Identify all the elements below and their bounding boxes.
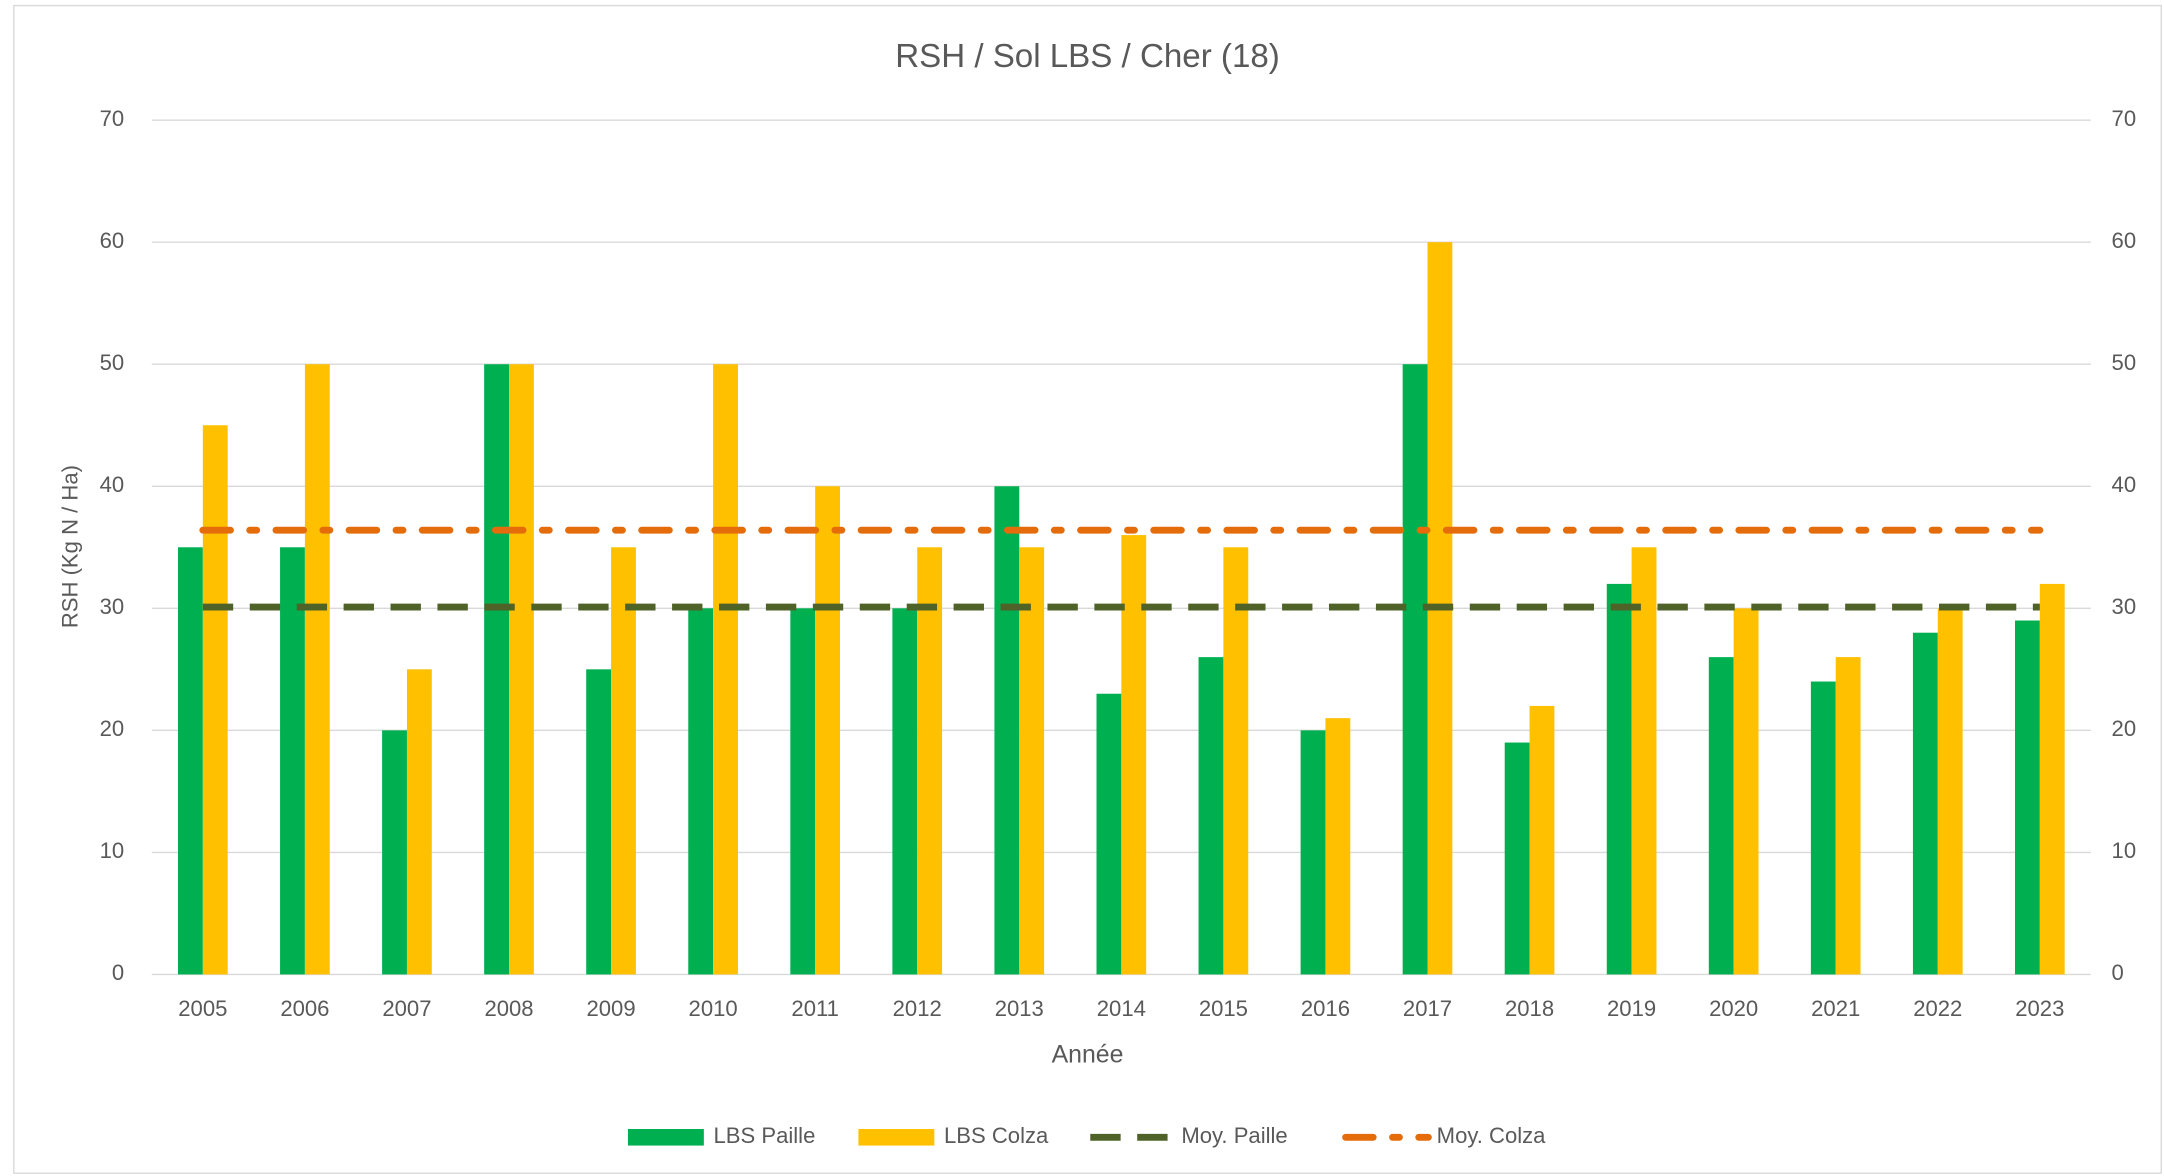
y2-tick-label: 20	[2112, 716, 2137, 741]
bar	[994, 486, 1020, 975]
x-tick-label: 2005	[178, 996, 227, 1021]
x-axis-label: Année	[1052, 1041, 1124, 1068]
bar	[202, 425, 228, 975]
x-tick-label: 2010	[689, 996, 738, 1021]
bar	[611, 547, 636, 975]
bar	[1733, 608, 1759, 975]
y-tick-label: 50	[100, 350, 125, 375]
x-tick-label: 2012	[893, 996, 942, 1021]
bar	[1631, 547, 1657, 975]
bar	[509, 364, 534, 975]
bar	[280, 547, 305, 975]
bar	[382, 730, 407, 975]
x-tick-label: 2013	[995, 996, 1044, 1021]
x-tick-label: 2006	[280, 996, 329, 1021]
bar	[484, 364, 510, 975]
y2-tick-label: 40	[2112, 472, 2137, 497]
y2-tick-label: 70	[2112, 106, 2137, 131]
y2-tick-label: 60	[2112, 228, 2137, 253]
x-tick-label: 2008	[484, 996, 533, 1021]
bar	[1198, 657, 1224, 975]
x-tick-label: 2022	[1913, 996, 1962, 1021]
legend-swatch	[627, 1129, 704, 1146]
x-tick-label: 2014	[1097, 996, 1146, 1021]
bar	[713, 364, 738, 975]
y-tick-label: 10	[100, 838, 125, 863]
bar	[1810, 681, 1836, 975]
bar	[1504, 742, 1530, 975]
bar	[2014, 620, 2040, 975]
bar	[1019, 547, 1045, 975]
x-tick-label: 2009	[586, 996, 635, 1021]
bar	[177, 547, 203, 975]
bar	[892, 608, 918, 975]
y-tick-label: 60	[100, 228, 125, 253]
chart-title: RSH / Sol LBS / Cher (18)	[895, 38, 1280, 75]
bar	[2039, 583, 2065, 975]
y2-tick-label: 0	[2112, 960, 2124, 985]
legend-label: Moy. Paille	[1181, 1123, 1287, 1148]
x-tick-label: 2021	[1811, 996, 1860, 1021]
y-tick-label: 0	[112, 960, 124, 985]
y-tick-label: 70	[100, 106, 125, 131]
bar	[1325, 718, 1351, 975]
bar	[1835, 657, 1861, 975]
legend-swatch	[858, 1129, 935, 1146]
y-tick-label: 30	[100, 594, 125, 619]
y2-tick-label: 10	[2112, 838, 2137, 863]
chart-frame	[13, 4, 2162, 1174]
bar	[1121, 535, 1147, 975]
bar	[1912, 632, 1938, 975]
bar	[790, 608, 816, 975]
legend-label: LBS Paille	[714, 1123, 816, 1148]
x-tick-label: 2007	[382, 996, 431, 1021]
bar	[406, 669, 432, 975]
bar	[304, 364, 330, 975]
bar	[1606, 583, 1632, 975]
x-tick-label: 2016	[1301, 996, 1350, 1021]
y2-tick-label: 50	[2112, 350, 2137, 375]
bar	[1937, 608, 1963, 975]
bar	[1096, 693, 1122, 975]
x-tick-label: 2020	[1709, 996, 1758, 1021]
bar	[1300, 730, 1326, 975]
bar	[815, 486, 841, 975]
x-tick-label: 2018	[1505, 996, 1554, 1021]
x-tick-label: 2015	[1199, 996, 1248, 1021]
x-tick-label: 2019	[1607, 996, 1656, 1021]
legend-label: LBS Colza	[944, 1123, 1049, 1148]
y2-tick-label: 30	[2112, 594, 2137, 619]
x-tick-label: 2023	[2015, 996, 2064, 1021]
bar	[586, 669, 612, 975]
y-axis-label: RSH (Kg N / Ha)	[58, 465, 83, 628]
x-tick-label: 2017	[1403, 996, 1452, 1021]
y-tick-label: 20	[100, 716, 125, 741]
x-tick-label: 2011	[791, 996, 838, 1021]
bar	[1708, 657, 1734, 975]
bar	[1529, 705, 1555, 975]
bar	[1223, 547, 1249, 975]
legend-label: Moy. Colza	[1437, 1123, 1547, 1148]
y-tick-label: 40	[100, 472, 125, 497]
bar	[1402, 364, 1428, 975]
bar	[688, 608, 714, 975]
bar	[917, 547, 943, 975]
